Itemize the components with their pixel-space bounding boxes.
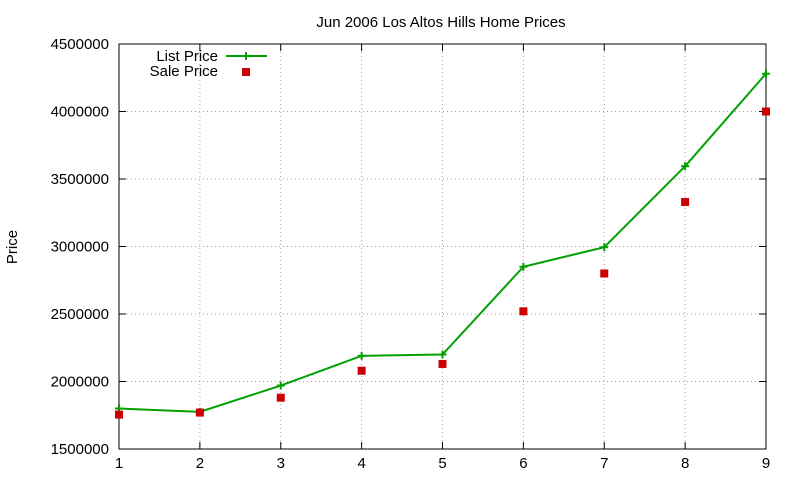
y-axis-label: Price (4, 230, 21, 264)
sale-price-point (681, 197, 690, 206)
y-tick-label: 4500000 (51, 36, 109, 53)
list-price-point (600, 243, 609, 252)
legend-marker (242, 52, 250, 60)
sale-price-point (762, 107, 770, 116)
list-price-point (681, 162, 690, 171)
legend: List Price Sale Price (150, 48, 267, 80)
x-tick-label: 1 (115, 455, 123, 472)
sale-price-point (115, 410, 123, 419)
sale-price-point (519, 307, 528, 316)
gridlines (119, 44, 766, 449)
legend-marker (242, 68, 250, 76)
legend-symbol-sale-price (242, 68, 250, 76)
list-price-point (357, 351, 366, 360)
x-tick-label: 6 (519, 455, 527, 472)
legend-label-sale-price: Sale Price (150, 63, 218, 80)
x-tick-label: 9 (762, 455, 770, 472)
sale-price-point (357, 366, 366, 375)
y-tick-label: 1500000 (51, 441, 109, 458)
x-tick-label: 8 (681, 455, 689, 472)
axis-ticks: 1500000 2000000 2500000 3000000 3500000 40000… (51, 36, 771, 472)
sale-price-point (438, 359, 447, 368)
y-tick-label: 2500000 (51, 306, 109, 323)
list-price-point (276, 381, 285, 390)
plot-area (115, 69, 770, 419)
legend-label-list-price: List Price (156, 48, 218, 65)
y-tick-label: 3000000 (51, 239, 109, 256)
x-tick-label: 4 (357, 455, 365, 472)
legend-symbol-list-price (226, 52, 267, 60)
y-tick-label: 3500000 (51, 171, 109, 188)
x-tick-label: 5 (438, 455, 446, 472)
plot-frame (118, 43, 767, 450)
sale-price-point (600, 269, 609, 278)
sale-price-point (195, 408, 204, 417)
list-price-point (519, 262, 528, 271)
sale-price-point (276, 393, 285, 402)
y-tick-label: 4000000 (51, 104, 109, 121)
x-tick-label: 2 (196, 455, 204, 472)
x-tick-label: 3 (277, 455, 285, 472)
list-price-point (438, 350, 447, 359)
chart-title: Jun 2006 Los Altos Hills Home Prices (316, 14, 565, 31)
list-price-point (762, 69, 770, 78)
x-tick-label: 7 (600, 455, 608, 472)
y-tick-label: 2000000 (51, 374, 109, 391)
